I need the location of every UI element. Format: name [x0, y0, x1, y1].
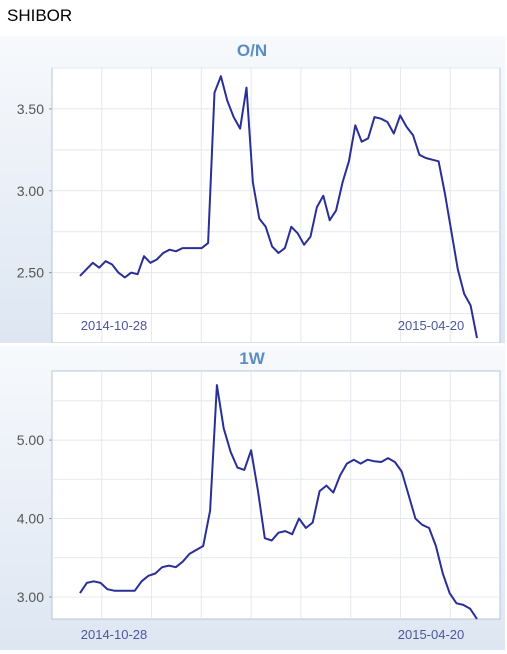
y-tick-label: 3.00	[17, 589, 44, 605]
chart-on: O/N 2.50 3.00 3.50 2014-10-28 2015-04-20	[17, 41, 501, 343]
x-tick-label: 2014-10-28	[81, 627, 148, 642]
page-title: SHIBOR	[7, 6, 73, 25]
chart-title: 1W	[239, 349, 265, 368]
y-tick-label: 3.50	[17, 101, 44, 117]
chart-panel-on: O/N 2.50 3.00 3.50 2014-10-28 2015-04-20	[0, 36, 505, 343]
chart-panel-1w: 1W 3.00 4.00 5.00 2014-10-28 2015-04-20	[0, 346, 505, 650]
x-tick-label: 2015-04-20	[398, 627, 465, 642]
y-tick-label: 5.00	[17, 432, 44, 448]
series-line	[79, 75, 478, 339]
x-tick-label: 2015-04-20	[398, 318, 465, 333]
x-tick-label: 2014-10-28	[81, 318, 148, 333]
chart-1w: 1W 3.00 4.00 5.00 2014-10-28 2015-04-20	[17, 349, 501, 642]
y-tick-label: 4.00	[17, 511, 44, 527]
chart-title: O/N	[237, 41, 267, 60]
series-line	[79, 384, 478, 620]
y-tick-label: 2.50	[17, 265, 44, 281]
plot-area	[51, 67, 501, 343]
y-tick-label: 3.00	[17, 183, 44, 199]
plot-area	[51, 370, 501, 620]
